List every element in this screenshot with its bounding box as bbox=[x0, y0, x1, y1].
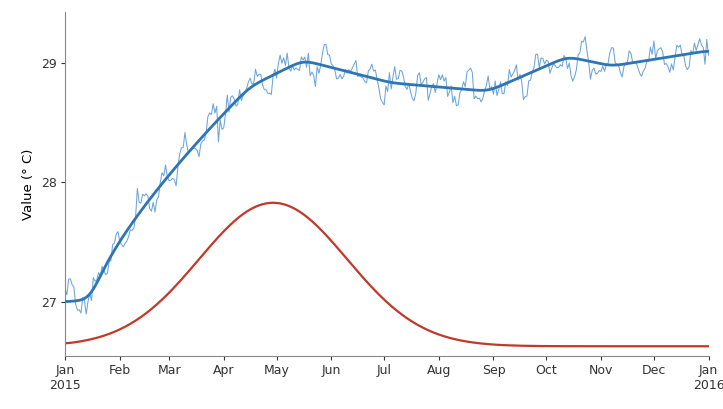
Y-axis label: Value (° C): Value (° C) bbox=[22, 148, 35, 220]
